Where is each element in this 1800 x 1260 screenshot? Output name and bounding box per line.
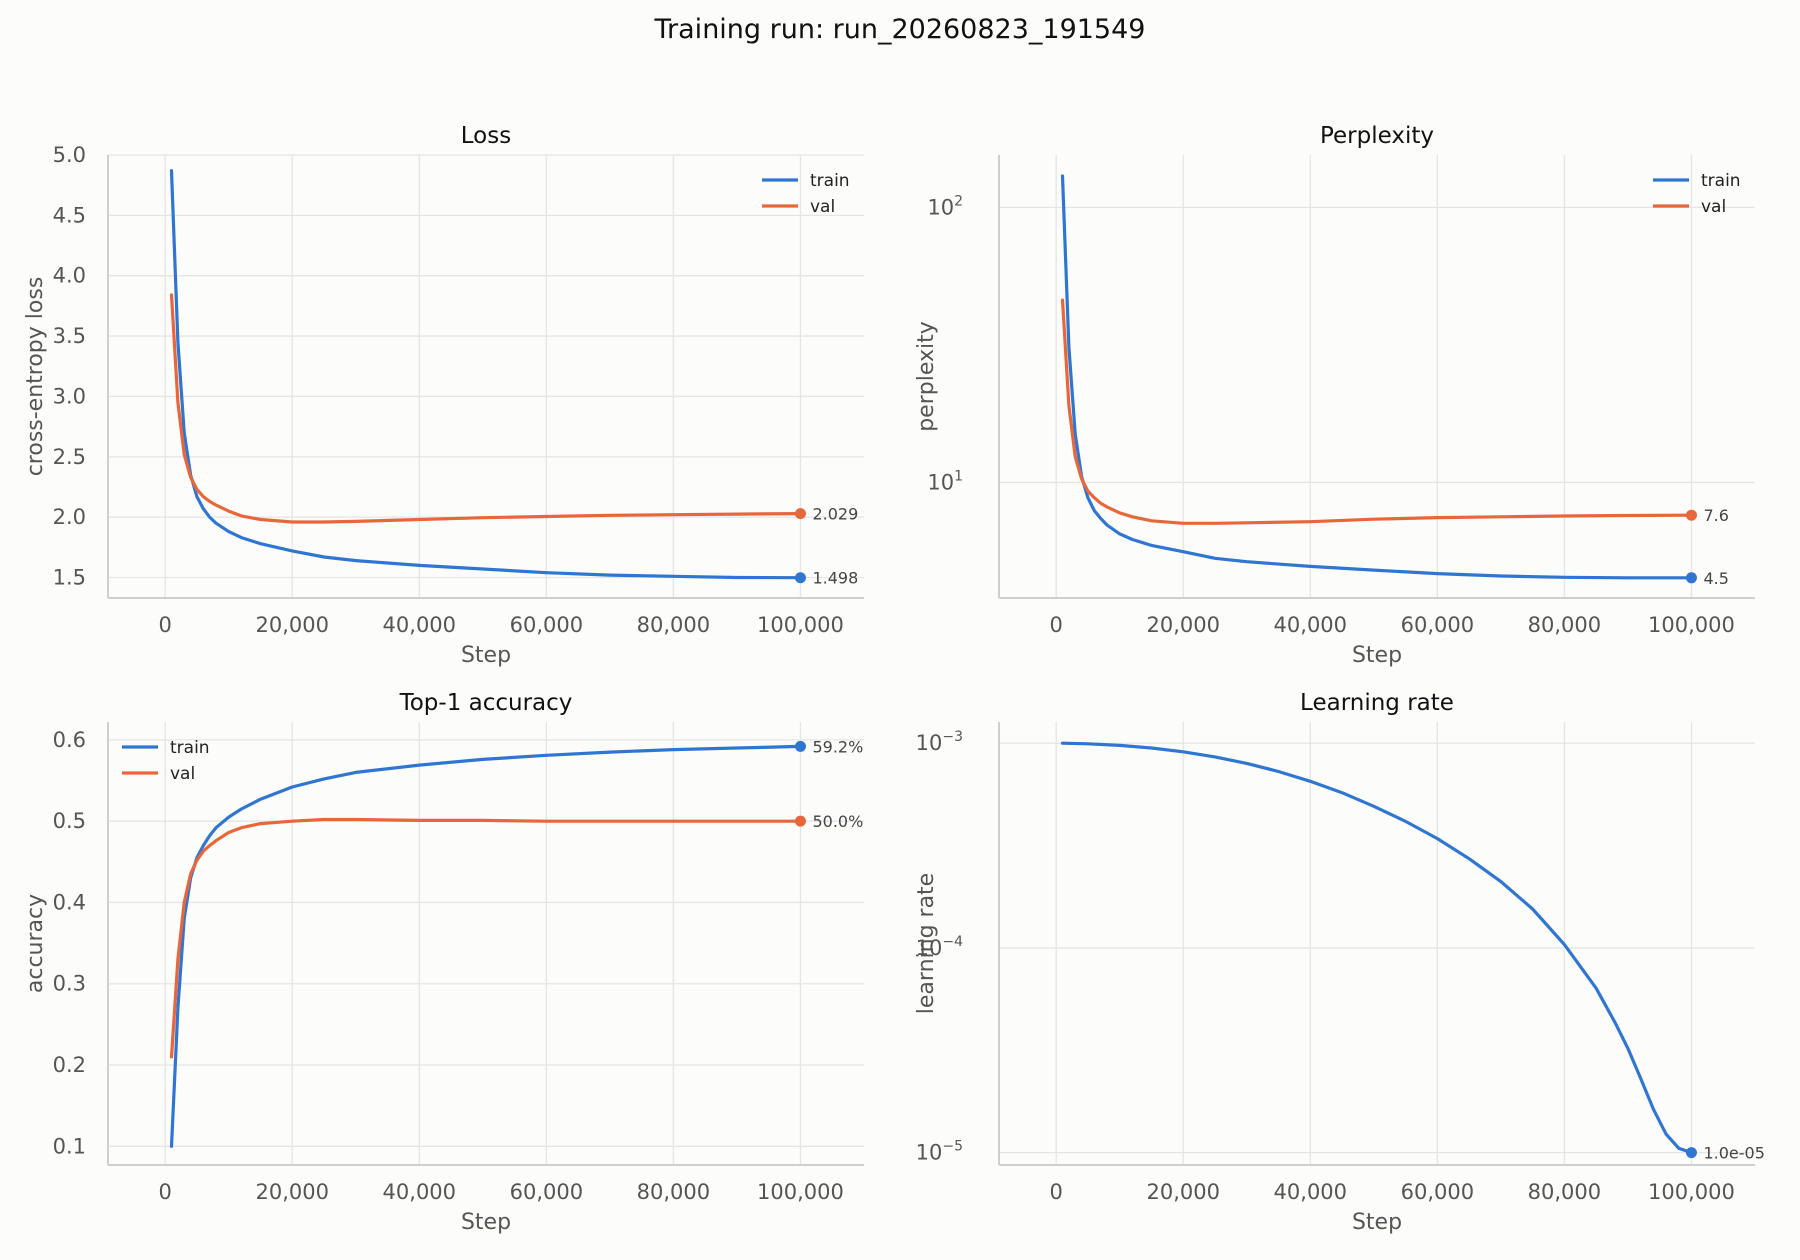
y-axis-label: learning rate [914,873,939,1014]
end-value-label: 2.029 [812,505,858,524]
x-axis-label: Step [461,1210,511,1235]
y-tick-label: 2.5 [53,445,86,469]
x-tick-label: 80,000 [637,613,710,637]
y-tick-label: 2.0 [53,505,86,529]
series-endpoint-val [794,815,806,827]
y-tick-label: 1.5 [53,565,86,589]
x-tick-label: 80,000 [1528,1180,1601,1204]
y-tick-exponent: 1 [954,468,963,484]
series-endpoint-lr [1685,1147,1697,1159]
panel-3: 0 20,000 40,000 60,000 80,000 100,000 0.1 0.2 0.… [23,690,864,1235]
end-value-label: 7.6 [1703,506,1728,525]
y-tick-label: 102 [927,193,963,219]
y-tick-base: 10 [916,936,943,960]
end-value-label: 1.498 [812,569,858,588]
end-value-label: 50.0% [812,812,863,831]
panel-title: Loss [461,123,511,149]
y-tick-exponent: −3 [942,729,963,745]
x-tick-label: 0 [1049,613,1062,637]
series-line-train [169,744,803,1148]
y-axis-label: perplexity [914,321,939,432]
series-endpoint-train [794,572,806,584]
y-tick-label: 101 [927,468,963,494]
legend: train val [762,171,850,217]
legend-label: train [1701,171,1741,191]
y-tick-exponent: −5 [942,1139,963,1155]
x-tick-label: 100,000 [1648,613,1735,637]
y-tick-exponent: −4 [942,934,963,950]
series-endpoint-val [794,508,806,520]
y-axis-label: cross-entropy loss [23,277,48,477]
series-endpoint-train [1685,572,1697,584]
y-tick-label: 0.4 [53,890,86,914]
y-tick-label: 0.6 [53,728,86,752]
y-tick-label: 3.5 [53,324,86,348]
x-tick-label: 100,000 [757,1180,844,1204]
figure-title: Training run: run_20260823_191549 [654,14,1146,45]
series-endpoint-train [794,740,806,752]
y-tick-label: 10−5 [916,1139,963,1165]
y-tick-base: 10 [916,731,943,755]
series-line-val [1060,298,1694,525]
legend: train val [122,738,210,784]
x-tick-label: 100,000 [1648,1180,1735,1204]
y-tick-label: 10−3 [916,729,963,755]
y-tick-base: 10 [927,195,954,219]
x-tick-label: 40,000 [1274,613,1347,637]
x-tick-label: 80,000 [1528,613,1601,637]
y-tick-label: 5.0 [53,143,86,167]
legend-label: train [170,738,210,758]
y-tick-label: 10−4 [916,934,963,960]
y-tick-label: 3.0 [53,384,86,408]
y-tick-label: 4.5 [53,203,86,227]
x-tick-label: 0 [158,613,171,637]
y-tick-label: 0.1 [53,1134,86,1158]
x-tick-label: 0 [158,1180,171,1204]
legend-label: val [810,197,835,217]
x-tick-label: 20,000 [255,613,328,637]
x-tick-label: 60,000 [1401,613,1474,637]
series-line-val [169,293,803,524]
y-tick-label: 4.0 [53,264,86,288]
x-tick-label: 20,000 [255,1180,328,1204]
x-axis-label: Step [1352,1210,1402,1235]
y-tick-base: 10 [916,1141,943,1165]
x-tick-label: 100,000 [757,613,844,637]
panel-title: Perplexity [1320,123,1434,149]
y-tick-label: 0.2 [53,1053,86,1077]
y-tick-base: 10 [927,470,954,494]
panel-title: Learning rate [1300,690,1454,716]
x-tick-label: 80,000 [637,1180,710,1204]
series-line-lr [1060,741,1694,1155]
x-tick-label: 40,000 [383,1180,456,1204]
x-tick-label: 60,000 [510,613,583,637]
legend-label: val [1701,197,1726,217]
legend-label: train [810,171,850,191]
x-tick-label: 40,000 [383,613,456,637]
series-line-val [169,817,803,1059]
x-tick-label: 60,000 [510,1180,583,1204]
y-axis-label: accuracy [23,894,48,993]
legend-label: val [170,764,195,784]
x-tick-label: 0 [1049,1180,1062,1204]
panel-1: 0 20,000 40,000 60,000 80,000 100,000 1.5 2.0 2.… [23,123,864,668]
x-axis-label: Step [461,643,511,668]
y-tick-exponent: 2 [954,193,963,209]
panel-2: 0 20,000 40,000 60,000 80,000 100,000101102Pe… [914,123,1755,668]
x-tick-label: 40,000 [1274,1180,1347,1204]
legend: train val [1653,171,1741,217]
panel-title: Top-1 accuracy [399,690,573,716]
y-tick-label: 0.3 [53,972,86,996]
end-value-label: 59.2% [812,737,863,756]
y-tick-label: 0.5 [53,809,86,833]
x-tick-label: 60,000 [1401,1180,1474,1204]
panel-4: 0 20,000 40,000 60,000 80,000 100,00010−510−4… [914,690,1765,1235]
end-value-label: 1.0e-05 [1703,1144,1764,1163]
x-axis-label: Step [1352,643,1402,668]
series-endpoint-val [1685,509,1697,521]
end-value-label: 4.5 [1703,569,1728,588]
x-tick-label: 20,000 [1146,613,1219,637]
x-tick-label: 20,000 [1146,1180,1219,1204]
